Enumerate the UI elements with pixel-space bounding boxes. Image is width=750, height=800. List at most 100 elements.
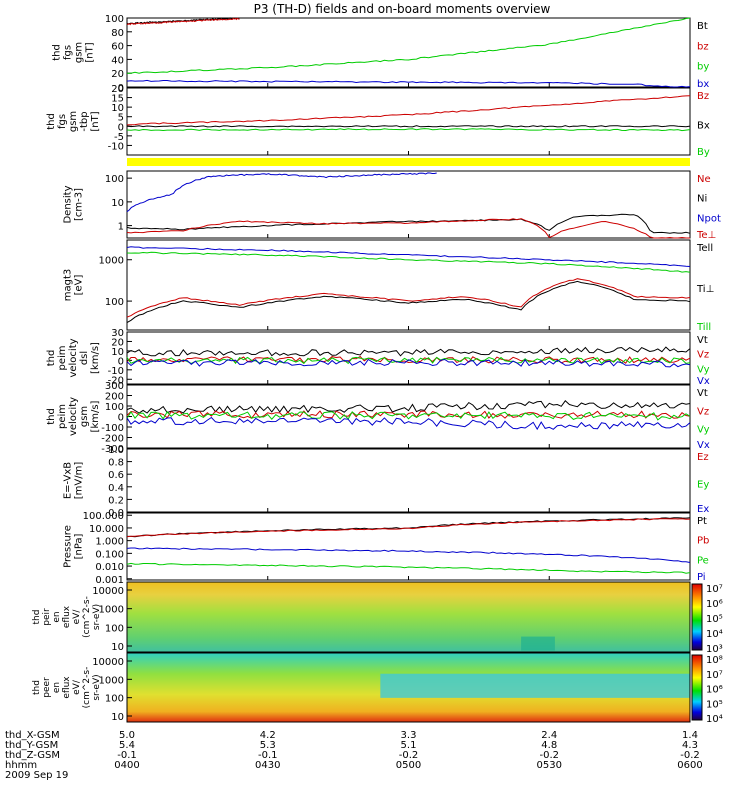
y-tick-label: 15 [111,94,124,105]
y-tick-label: 10 [111,198,124,209]
spectrogram-1: 10000 1000 100 10 thd peir en eflux eV/(cm^2-s-s… [32,581,723,655]
x-axis-value: 0400 [114,760,139,771]
y-axis-label-line: eV/ [72,679,82,695]
y-tick-label: 1000 [99,256,124,267]
y-axis-label-line: peim [57,345,68,370]
y-tick-label: 0.6 [108,470,124,481]
y-axis-label-line: sr-eV) [92,604,102,630]
y-tick-label: 100 [105,402,124,413]
y-tick-label: -200 [101,434,124,445]
y-axis-label: thd peer en eflux eV/(cm^2-s-sr-eV) [32,667,102,709]
colorbar-label: 10⁶ [706,599,723,610]
legend-entry: Ex [697,504,709,515]
x-axis-value: 1.4 [682,730,698,741]
y-axis-label: thd fgs gsm -tbp [nT] [46,111,101,132]
panel-4: 1000 100 magt3 [eV] Tell Ti⊥ Till [63,239,714,333]
y-tick-label: 0.100 [95,549,124,560]
colorbar-label: 10³ [706,644,723,655]
x-axis-value: 0430 [255,760,280,771]
y-axis-label-line: peir [42,608,52,626]
spectrogram-image [127,582,690,652]
legend-entry: By [697,147,710,158]
legend-entry: by [697,62,709,73]
y-tick-label: 10 [111,712,124,723]
x-axis-value: 0500 [396,760,421,771]
y-axis-label-line: sr-eV) [92,674,102,700]
y-axis-label-line: magt3 [63,269,74,302]
spectrogram-frame [126,581,691,653]
y-axis-label-line: thd [46,113,57,130]
y-tick-label: 10000 [92,657,124,668]
legend-entry: Vy [697,425,710,436]
y-axis-label-line: en [52,682,62,693]
legend-entry: Bt [697,21,708,32]
y-axis-label-line: [nT] [85,42,96,62]
y-tick-label: 100 [105,14,124,25]
spectrogram-band [521,636,555,651]
x-axis-value: -0.2 [399,750,419,761]
series-line [126,278,691,318]
panel-3: 100 10 1 Density [cm-3] Ne Ni Npot Te⊥ [63,170,721,241]
colorbar-label: 10⁶ [706,685,723,696]
x-axis-row-label: thd_Z-GSM [5,750,60,761]
y-axis-label-line: [km/s] [90,342,101,374]
y-tick-label: 0.4 [108,483,124,494]
y-tick-label: -5 [114,132,124,143]
y-tick-label: 0.8 [108,458,124,469]
y-tick-label: 0.001 [95,575,124,586]
x-axis-row-label: thd_X-GSM [5,730,60,741]
y-axis-label-line: thd [52,44,63,61]
legend-entry: Vz [697,406,709,417]
y-tick-label: 20 [111,69,124,80]
series-line [126,79,691,88]
panel-frame [126,331,691,385]
y-tick-label: 10000 [92,586,124,597]
x-axis-value: 5.1 [401,740,417,751]
series-line [126,251,691,273]
legend-entry: Vt [697,388,708,399]
colorbar-label: 10⁵ [706,699,723,710]
legend-entry: Till [696,322,711,333]
y-axis-label-line: peer [42,677,52,698]
x-axis-value: -0.1 [117,750,137,761]
y-axis-label-line: velocity [68,397,79,436]
y-tick-label: 200 [105,392,124,403]
series-line [126,246,691,267]
y-axis-label-line: peim [57,404,68,429]
y-axis-label-line: (cm^2-s- [82,667,92,709]
y-tick-label: 30 [111,328,124,339]
y-tick-label: 40 [111,55,124,66]
y-axis-label-line: (cm^2-s- [82,596,92,638]
y-tick-label: 100.000 [83,511,124,522]
y-tick-label: 0.2 [108,495,124,506]
legend-entry: Bx [697,121,710,132]
legend-entry: Vt [697,335,708,346]
y-axis-label: Density [cm-3] [63,185,85,223]
x-axis-value: 5.0 [119,730,135,741]
y-tick-label: 1.000 [95,537,124,548]
y-axis-label: thd peim velocity gsm [km/s] [46,397,101,436]
series-line [126,280,691,324]
series-line [126,400,691,414]
panel-frame [126,17,691,88]
x-axis-value: -0.2 [680,750,700,761]
legend-entry: Vx [697,440,710,451]
y-tick-label: 0 [118,356,124,367]
x-axis-row-label: thd_Y-GSM [5,740,58,751]
y-axis-label-line: fgs [57,114,68,129]
series-line [126,355,691,364]
x-axis-value: 5.4 [119,740,135,751]
series-line [126,416,691,431]
series-line [126,410,691,421]
y-axis-label-line: [cm-3] [74,188,85,221]
legend-entry: Vx [697,376,710,387]
y-axis-label-line: velocity [68,338,79,377]
y-tick-label: 10 [111,347,124,358]
x-axis-value: -0.1 [258,750,278,761]
y-axis-label-line: thd [46,408,57,425]
legend-entry: bz [697,41,709,52]
series-line [126,518,691,538]
y-tick-label: 0.0 [108,508,124,519]
y-axis-label-line: eflux [62,676,72,699]
